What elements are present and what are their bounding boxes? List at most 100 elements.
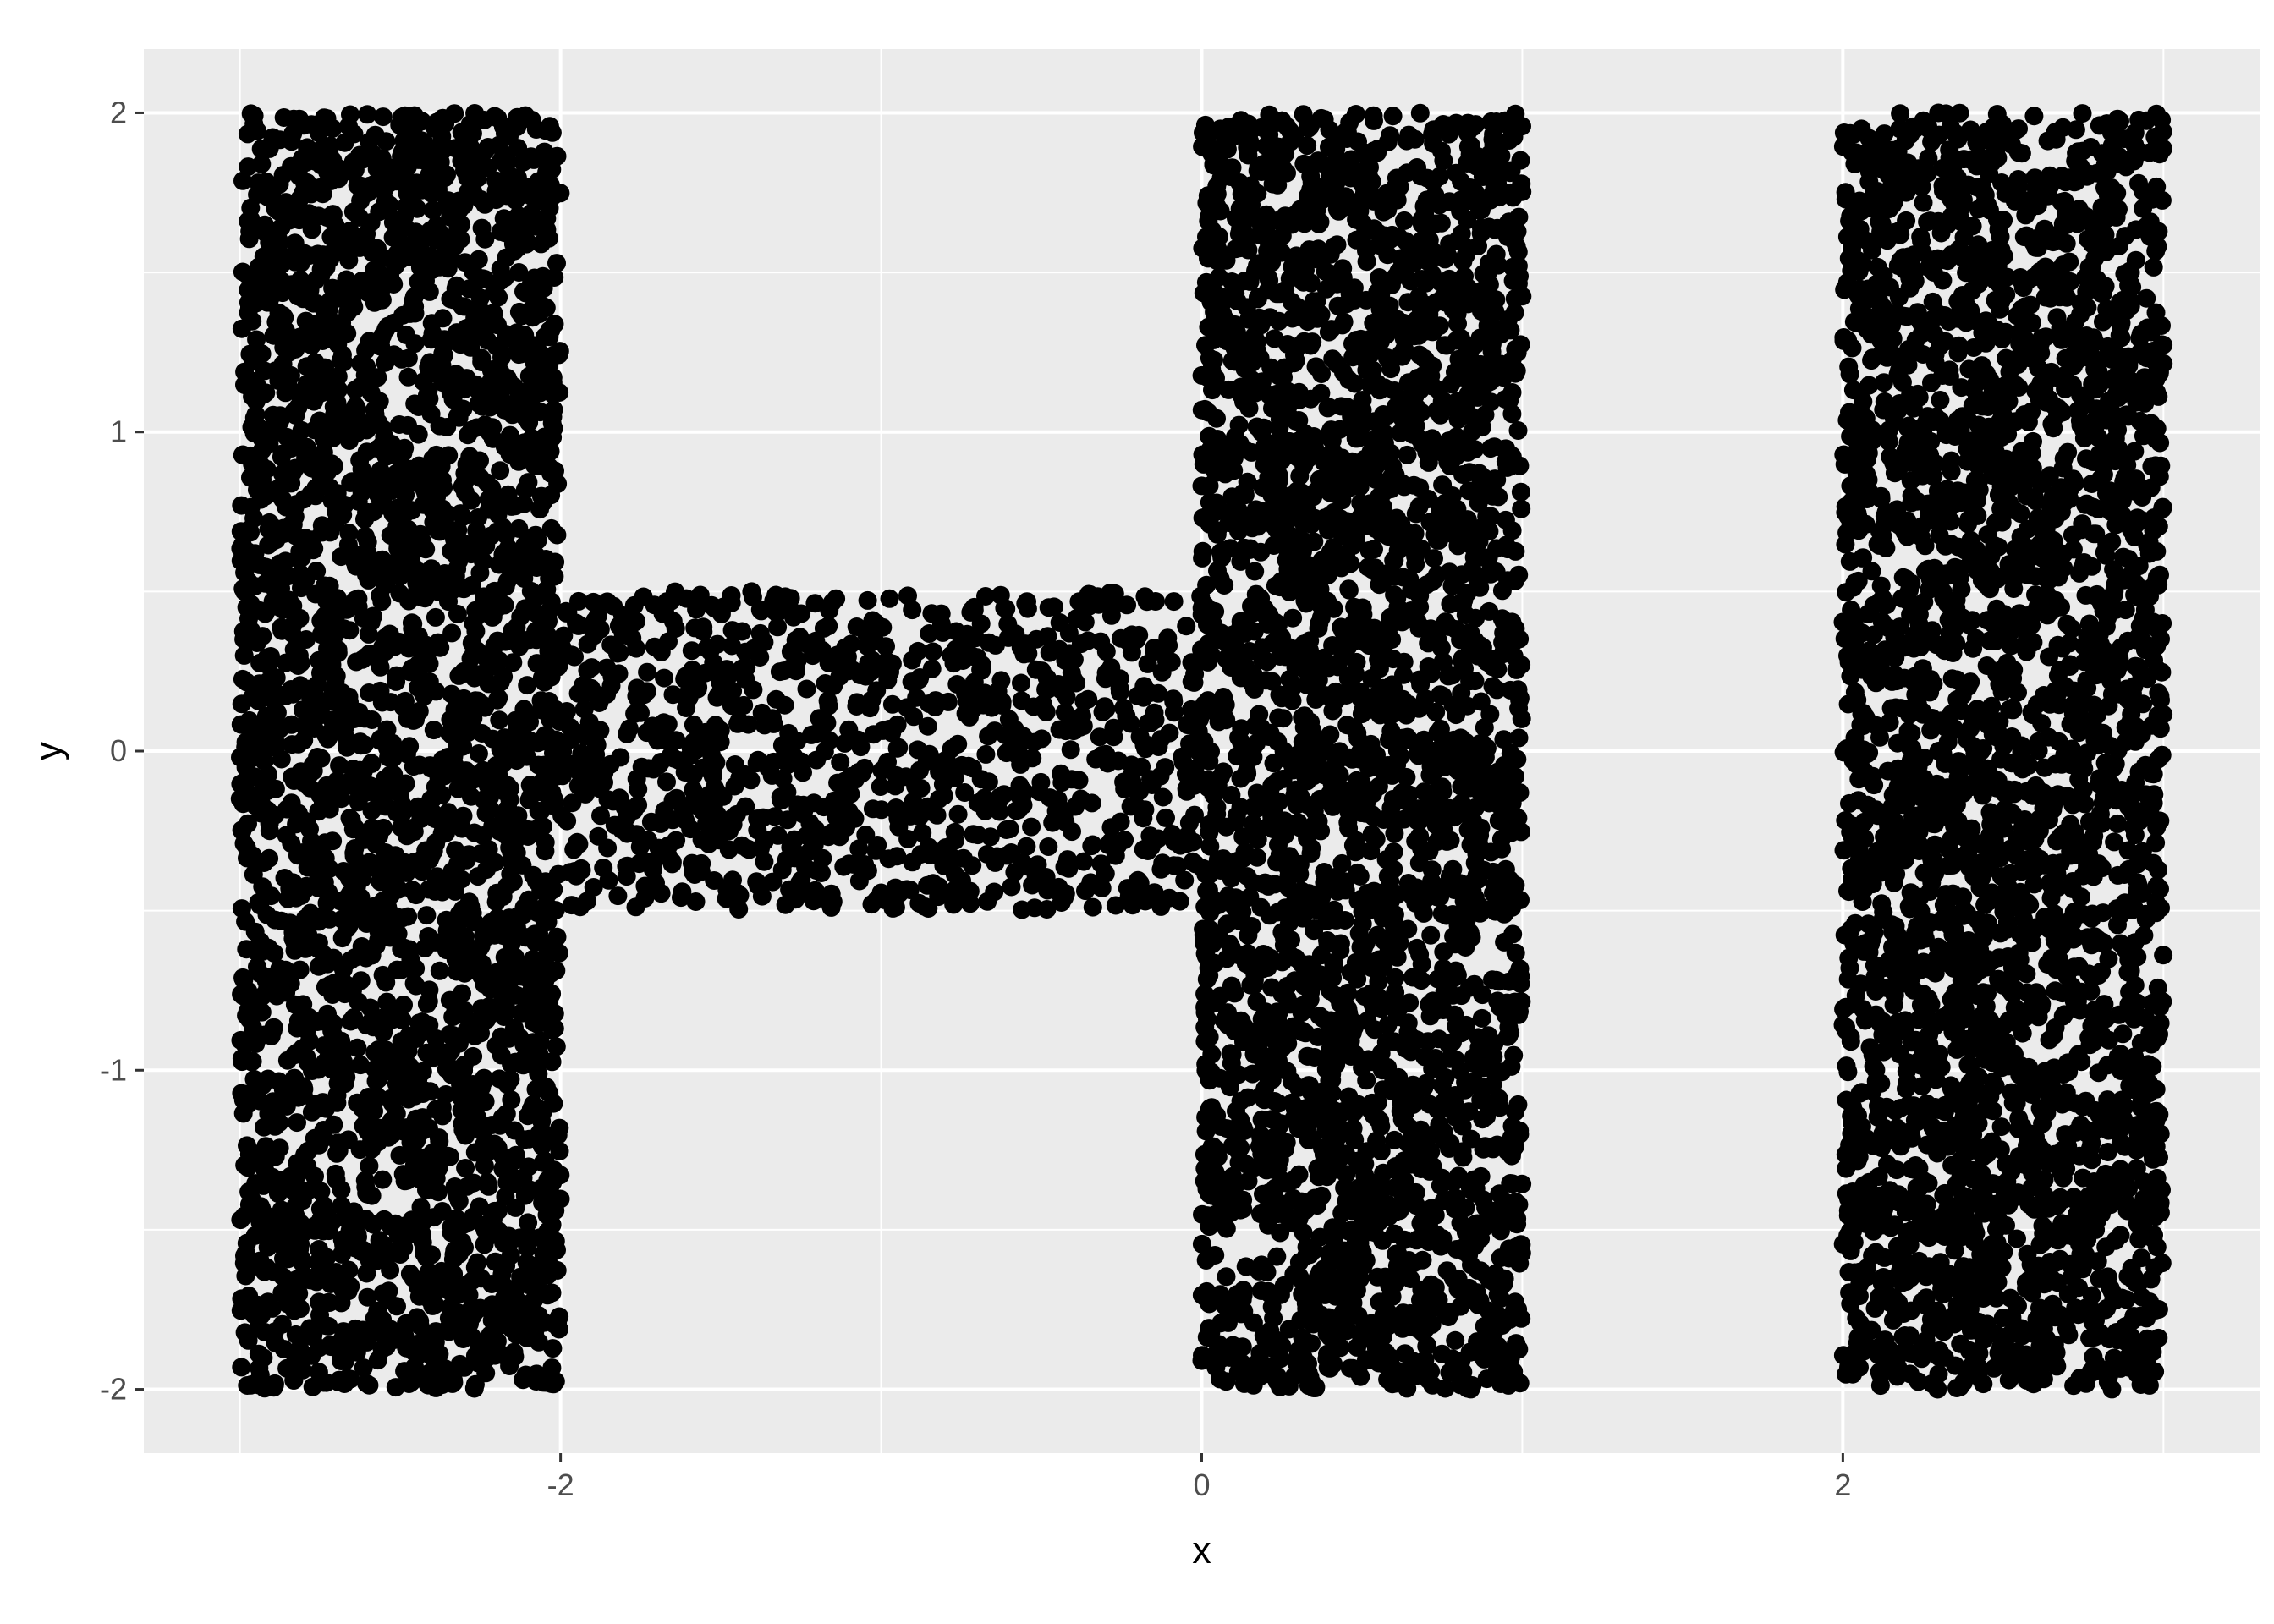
data-point [547,1037,566,1056]
data-point [974,695,993,715]
data-point [681,737,700,756]
data-point [1129,625,1149,645]
data-point [283,513,302,533]
data-point [344,297,364,316]
data-point [390,415,409,434]
data-point [538,1011,558,1030]
data-point [687,600,706,619]
data-point [437,1085,455,1104]
data-point [292,548,311,568]
data-point [382,848,402,868]
data-point [310,451,330,470]
data-point [749,750,767,770]
data-point [443,1249,463,1269]
data-point [475,415,495,435]
data-point [645,637,664,656]
data-point [295,149,315,168]
data-point [357,224,376,244]
data-point [239,229,259,249]
data-point [828,773,848,793]
data-point [531,486,551,506]
data-point [634,587,653,606]
data-point [1108,751,1128,771]
data-point [807,886,827,906]
data-point [244,1018,262,1038]
data-point [269,304,288,323]
data-point [685,618,705,638]
data-point [442,623,462,643]
data-point [387,1297,406,1316]
data-point [1164,827,1184,846]
data-point [384,782,404,801]
data-point [268,274,288,294]
data-point [432,757,452,776]
data-point [521,147,541,167]
data-point [522,1269,541,1288]
data-point [388,924,408,943]
data-point [692,853,711,873]
data-point [468,867,487,886]
data-point [417,994,437,1013]
data-point [406,1109,426,1128]
data-point [655,803,674,822]
data-point [245,577,265,595]
data-point [259,535,278,555]
data-point [494,1346,514,1365]
data-point [455,327,475,347]
data-point [249,892,268,912]
data-point [482,1116,502,1134]
data-point [274,108,294,127]
data-point [360,1156,379,1176]
data-point [272,1314,292,1334]
data-point [233,535,252,555]
data-point [420,1177,439,1197]
data-point [469,744,488,763]
data-point [282,834,301,853]
data-point [603,792,623,811]
data-point [976,587,995,606]
data-point [526,120,546,139]
data-point [1108,836,1128,855]
data-point [493,345,513,364]
data-point [880,589,899,608]
data-point [308,699,327,718]
data-point [812,640,832,660]
data-point [617,867,636,886]
data-point [349,788,369,808]
data-point [1005,720,1024,739]
data-point [845,809,865,828]
data-point [453,984,471,1003]
data-point [1203,221,1222,240]
data-point [515,326,535,345]
data-point [358,1287,377,1307]
data-point [766,689,786,709]
data-point [847,693,866,712]
data-point [448,407,467,426]
data-point [293,1183,312,1203]
data-point [233,262,252,282]
data-point [340,621,360,640]
data-point [435,564,454,583]
data-point [725,755,744,774]
data-point [257,1258,276,1277]
data-point [651,884,671,903]
data-point [323,831,343,851]
data-point [1007,801,1026,820]
data-point [532,698,552,717]
data-point [430,961,449,980]
data-point [963,856,982,875]
data-point [369,922,388,941]
data-point [1050,720,1069,739]
data-point [414,646,433,666]
data-point [797,679,816,699]
data-point [299,204,319,223]
data-point [395,1171,415,1191]
data-point [426,834,446,853]
data-point [354,735,374,754]
data-point [552,638,572,657]
data-point [395,171,415,189]
data-point [372,290,392,310]
data-point [1055,888,1074,908]
data-point [960,881,980,901]
data-point [552,766,572,786]
